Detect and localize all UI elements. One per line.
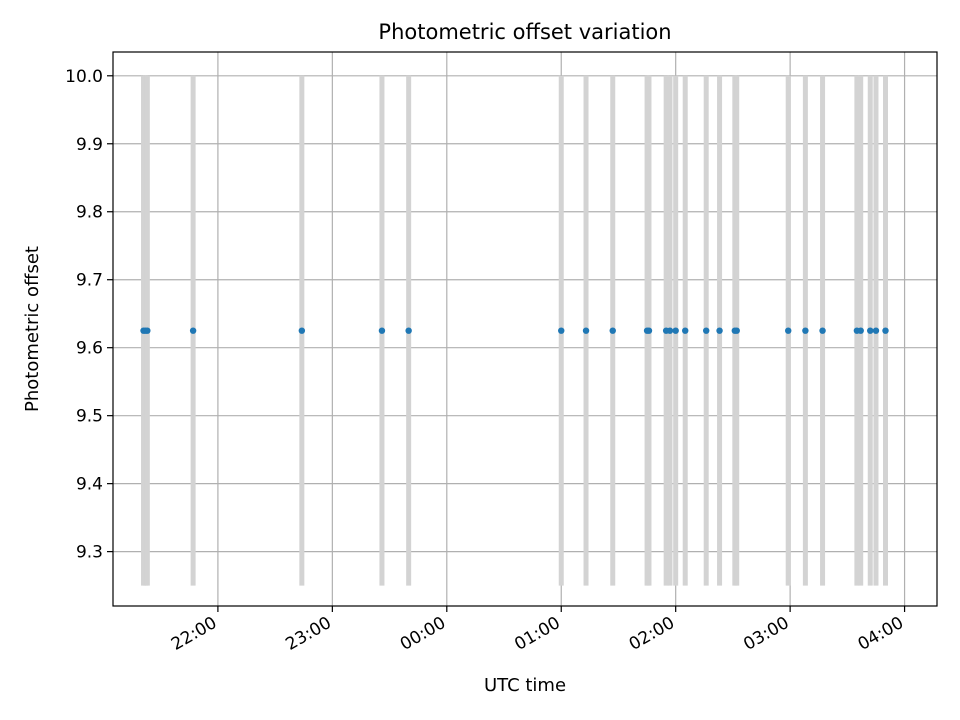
data-point — [144, 327, 151, 334]
data-point — [716, 327, 723, 334]
y-tick-label: 9.4 — [76, 475, 103, 495]
data-point — [405, 327, 412, 334]
data-point — [733, 327, 740, 334]
data-point — [802, 327, 809, 334]
data-point — [819, 327, 826, 334]
plot-frame — [112, 51, 938, 607]
data-points — [140, 327, 889, 334]
y-tick-label: 9.9 — [76, 135, 103, 155]
data-point — [785, 327, 792, 334]
data-point — [682, 327, 689, 334]
y-axis-ticks: 9.3 9.4 9.5 9.6 9.7 9.8 9.9 10.0 — [65, 67, 113, 563]
y-axis-title: Photometric offset — [22, 246, 43, 412]
plot-area — [113, 52, 937, 606]
grid — [113, 52, 937, 606]
y-tick-label: 9.3 — [76, 543, 103, 563]
y-tick-label: 10.0 — [65, 67, 103, 87]
data-point — [882, 327, 889, 334]
data-point — [666, 327, 674, 334]
y-tick-label: 9.7 — [76, 271, 103, 291]
data-point — [872, 327, 880, 334]
data-point — [189, 327, 197, 334]
data-point — [558, 327, 565, 334]
y-tick-label: 9.6 — [76, 339, 103, 359]
y-tick-label: 9.5 — [76, 407, 103, 427]
data-point — [867, 327, 874, 334]
data-point — [645, 327, 653, 334]
data-point — [298, 327, 306, 334]
chart-title: Photometric offset variation — [378, 20, 671, 44]
data-point — [703, 327, 710, 334]
data-point — [378, 327, 386, 334]
y-tick-label: 9.8 — [76, 203, 103, 223]
data-point — [857, 327, 864, 334]
data-point — [609, 327, 616, 334]
x-axis-title: UTC time — [484, 675, 566, 696]
data-point — [672, 327, 679, 334]
data-point — [582, 327, 590, 334]
